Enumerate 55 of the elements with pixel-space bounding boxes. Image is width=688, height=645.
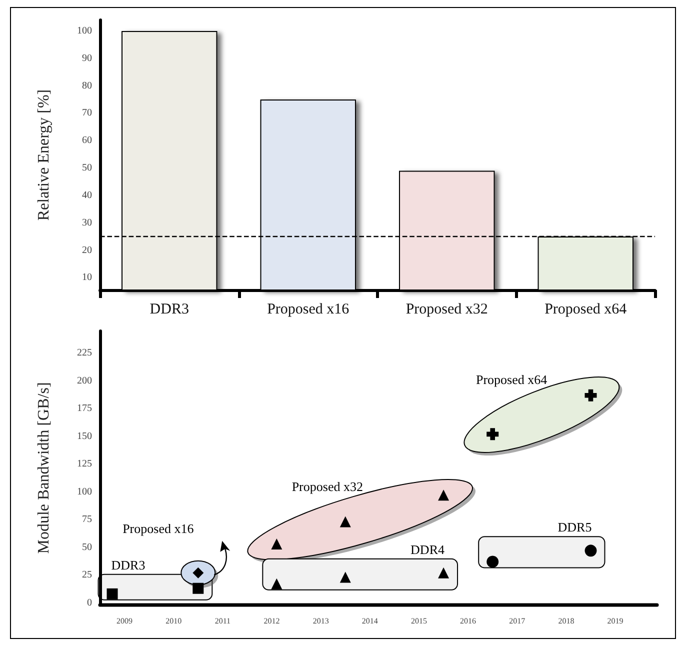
y-tick-label: 100 bbox=[77, 486, 92, 498]
y-tick-label: 60 bbox=[82, 135, 92, 146]
point bbox=[192, 582, 204, 594]
series-label: DDR4 bbox=[410, 542, 445, 557]
x-tick-label: 2011 bbox=[214, 616, 231, 626]
x-tick-label: 2014 bbox=[362, 616, 378, 626]
y-tick-label: 10 bbox=[82, 272, 92, 284]
y-tick-label: 25 bbox=[82, 570, 92, 581]
x-tick-label: 2017 bbox=[509, 616, 526, 626]
x-tick-label: Proposed x32 bbox=[406, 302, 488, 318]
x-tick-label: 2009 bbox=[116, 616, 133, 626]
point bbox=[584, 544, 597, 557]
y-tick-label: 80 bbox=[82, 80, 92, 92]
x-tick-label: 2016 bbox=[460, 616, 476, 626]
y-tick-label: 125 bbox=[77, 458, 92, 470]
x-tick-label: 2012 bbox=[264, 616, 280, 626]
x-tick-label: 2018 bbox=[558, 616, 574, 626]
point bbox=[438, 567, 450, 578]
y-tick-label: 40 bbox=[82, 190, 92, 201]
series-label: Proposed x16 bbox=[122, 520, 194, 536]
y-tick-label: 50 bbox=[82, 162, 92, 174]
y-tick-label: 20 bbox=[82, 244, 92, 256]
x-tick-label: Proposed x16 bbox=[267, 302, 350, 318]
point bbox=[340, 572, 351, 583]
y-tick-label: 90 bbox=[82, 52, 92, 64]
point bbox=[271, 538, 282, 550]
point bbox=[584, 389, 597, 402]
y-tick-label: 100 bbox=[77, 25, 92, 36]
x-tick-label: 2019 bbox=[607, 616, 624, 626]
point bbox=[486, 556, 499, 568]
x-tick-label: 2010 bbox=[166, 616, 182, 626]
y-tick-label: 225 bbox=[77, 348, 92, 359]
point bbox=[106, 588, 118, 600]
y-tick-label: 175 bbox=[77, 403, 92, 414]
series-label: DDR5 bbox=[558, 520, 592, 535]
x-tick-label: Proposed x64 bbox=[544, 302, 628, 318]
x-tick-label: 2013 bbox=[312, 616, 329, 626]
point bbox=[271, 578, 282, 590]
y-axis-title: Relative Energy [%] bbox=[36, 89, 52, 221]
y-tick-label: 30 bbox=[82, 217, 92, 228]
y-tick-label: 0 bbox=[87, 597, 92, 608]
text: Proposed x64 bbox=[476, 372, 548, 388]
series-label: DDR3 bbox=[111, 557, 146, 572]
point bbox=[486, 428, 499, 440]
x-tick-label: 2015 bbox=[410, 616, 427, 626]
x-tick-label: DDR3 bbox=[150, 302, 189, 318]
point bbox=[438, 490, 450, 501]
y-tick-label: 150 bbox=[77, 430, 92, 442]
y-tick-label: 75 bbox=[82, 514, 92, 526]
y-tick-label: 200 bbox=[77, 375, 92, 386]
y-axis-title: Module Bandwidth [GB/s] bbox=[36, 382, 52, 554]
point bbox=[340, 516, 351, 528]
y-tick-label: 50 bbox=[82, 542, 92, 553]
y-tick-label: 70 bbox=[82, 108, 92, 119]
text: Proposed x32 bbox=[292, 478, 363, 494]
